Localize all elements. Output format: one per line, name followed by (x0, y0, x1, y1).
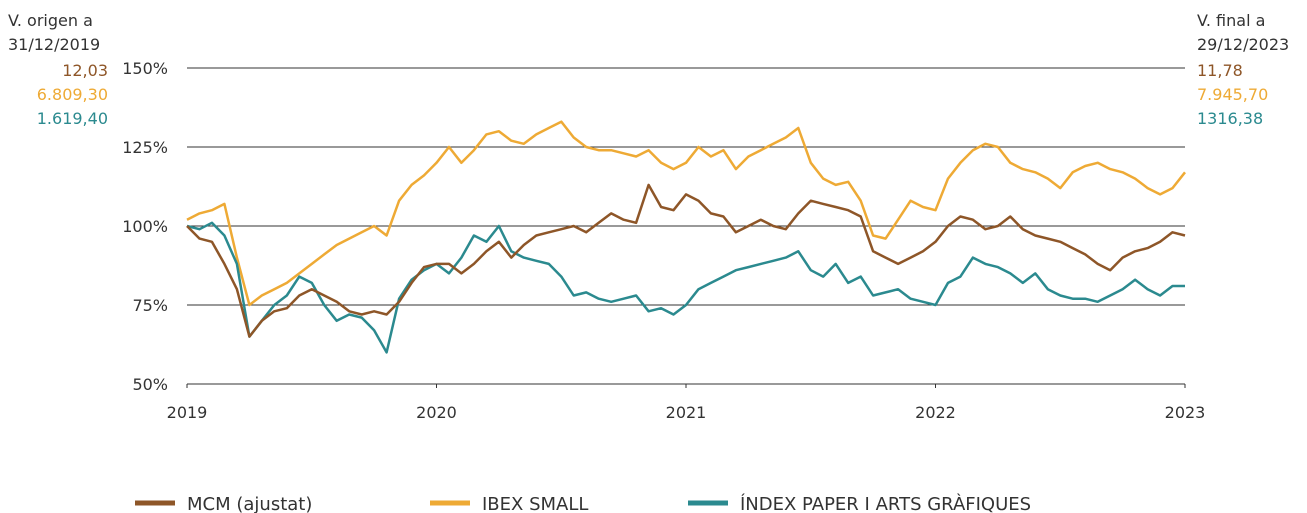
right-header: 29/12/2023 (1197, 35, 1289, 54)
x-tick-label: 2023 (1165, 403, 1206, 422)
series-line (186, 221, 1185, 354)
legend-label: MCM (ajustat) (187, 494, 312, 513)
series-line (186, 183, 1186, 338)
start-value: 6.809,30 (37, 85, 108, 104)
left-header: V. origen a (8, 11, 93, 30)
end-value: 11,78 (1197, 61, 1243, 80)
left-header: 31/12/2019 (8, 35, 100, 54)
y-tick-label: 150% (122, 59, 168, 78)
x-tick-label: 2020 (416, 403, 457, 422)
y-tick-label: 75% (132, 296, 168, 315)
end-value: 1316,38 (1197, 109, 1263, 128)
y-tick-label: 125% (122, 138, 168, 157)
right-header: V. final a (1197, 11, 1265, 30)
series-line (186, 120, 1186, 307)
start-value: 12,03 (62, 61, 108, 80)
legend-label: ÍNDEX PAPER I ARTS GRÀFIQUES (740, 493, 1031, 513)
legend-label: IBEX SMALL (482, 494, 588, 513)
y-tick-label: 50% (132, 375, 168, 394)
y-tick-label: 100% (122, 217, 168, 236)
x-tick-label: 2022 (915, 403, 956, 422)
end-value: 7.945,70 (1197, 85, 1268, 104)
start-value: 1.619,40 (37, 109, 108, 128)
x-tick-label: 2019 (167, 403, 208, 422)
x-tick-label: 2021 (666, 403, 707, 422)
